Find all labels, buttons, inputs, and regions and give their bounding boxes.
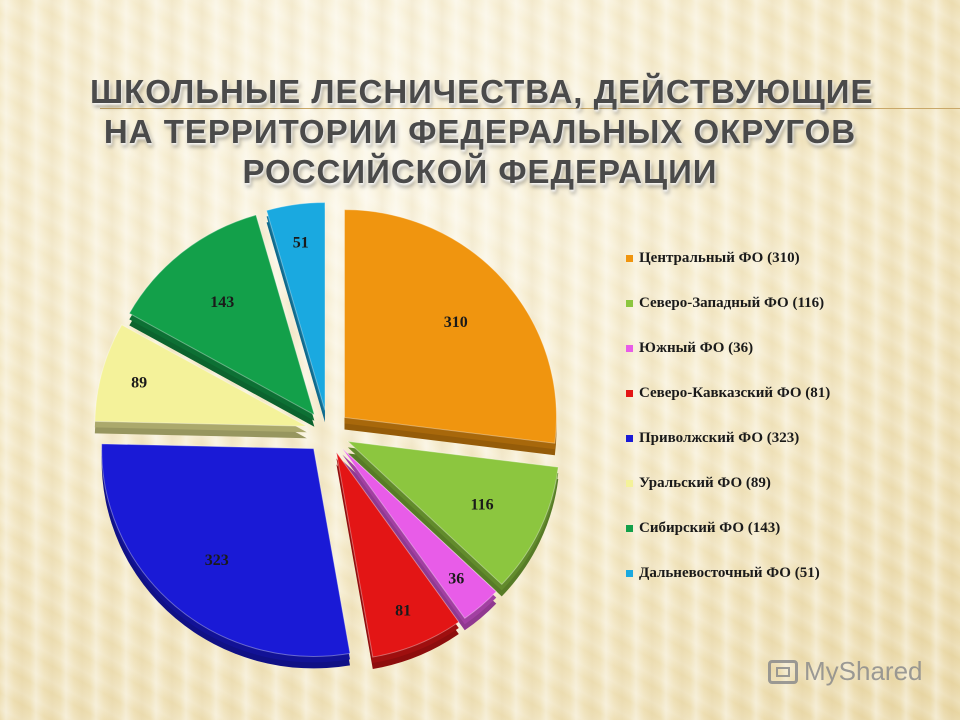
pie-top-layer bbox=[94, 201, 559, 658]
chart-legend: Центральный ФО (310) Северо-Западный ФО (… bbox=[626, 250, 830, 610]
pie-data-label-7: 143 bbox=[210, 294, 234, 311]
legend-swatch-8 bbox=[626, 570, 633, 577]
legend-swatch-5 bbox=[626, 435, 633, 442]
watermark-text: MyShared bbox=[804, 656, 923, 686]
pie-data-label-8: 51 bbox=[293, 235, 309, 252]
legend-item-4: Северо-Кавказский ФО (81) bbox=[626, 385, 830, 430]
legend-label-6: Уральский ФО (89) bbox=[639, 475, 771, 491]
pie-slice-2 bbox=[346, 440, 559, 586]
legend-item-3: Южный ФО (36) bbox=[626, 340, 830, 385]
legend-item-6: Уральский ФО (89) bbox=[626, 475, 830, 520]
legend-swatch-1 bbox=[626, 255, 633, 262]
title-line-1: ШКОЛЬНЫЕ ЛЕСНИЧЕСТВА, ДЕЙСТВУЮЩИЕ bbox=[90, 73, 874, 110]
pie-data-label-3: 36 bbox=[448, 570, 464, 587]
legend-swatch-6 bbox=[626, 480, 633, 487]
pie-slice-3 bbox=[341, 448, 497, 619]
legend-label-3: Южный ФО (36) bbox=[639, 340, 754, 356]
legend-label-8: Дальневосточный ФО (51) bbox=[639, 565, 820, 581]
pie-data-label-5: 323 bbox=[205, 552, 229, 569]
pie-slice-5 bbox=[101, 443, 351, 657]
legend-label-2: Северо-Западный ФО (116) bbox=[639, 295, 825, 311]
legend-swatch-7 bbox=[626, 525, 633, 532]
legend-item-5: Приволжский ФО (323) bbox=[626, 430, 830, 475]
legend-item-8: Дальневосточный ФО (51) bbox=[626, 565, 830, 610]
pie-labels: 310 116 36 81 323 89 143 51 bbox=[131, 235, 494, 620]
pie-slice-6 bbox=[94, 324, 308, 427]
title-divider bbox=[100, 108, 960, 109]
slideshow-icon bbox=[768, 659, 798, 684]
legend-swatch-2 bbox=[626, 300, 633, 307]
pie-data-label-6: 89 bbox=[131, 374, 147, 391]
legend-label-4: Северо-Кавказский ФО (81) bbox=[639, 385, 831, 401]
legend-label-5: Приволжский ФО (323) bbox=[639, 430, 800, 446]
pie-slice-1 bbox=[343, 209, 557, 444]
legend-label-7: Сибирский ФО (143) bbox=[639, 520, 781, 536]
legend-swatch-3 bbox=[626, 345, 633, 352]
title-line-2: НА ТЕРРИТОРИИ ФЕДЕРАЛЬНЫХ ОКРУГОВ bbox=[103, 113, 857, 150]
pie-slice-4 bbox=[335, 452, 460, 658]
slide-title: ШКОЛЬНЫЕ ЛЕСНИЧЕСТВА, ДЕЙСТВУЮЩИЕ НА ТЕР… bbox=[90, 72, 874, 192]
legend-item-2: Северо-Западный ФО (116) bbox=[626, 295, 830, 340]
pie-data-label-2: 116 bbox=[470, 497, 493, 514]
pie-data-label-1: 310 bbox=[444, 314, 468, 331]
title-line-3: РОССИЙСКОЙ ФЕДЕРАЦИИ bbox=[242, 153, 718, 190]
pie-slice-7 bbox=[128, 214, 316, 416]
pie-data-label-4: 81 bbox=[395, 603, 411, 620]
legend-swatch-4 bbox=[626, 390, 633, 397]
legend-label-1: Центральный ФО (310) bbox=[639, 250, 800, 266]
legend-item-1: Центральный ФО (310) bbox=[626, 250, 830, 295]
legend-item-7: Сибирский ФО (143) bbox=[626, 520, 830, 565]
watermark: MyShared bbox=[768, 656, 923, 687]
pie-slice-8 bbox=[265, 201, 326, 411]
